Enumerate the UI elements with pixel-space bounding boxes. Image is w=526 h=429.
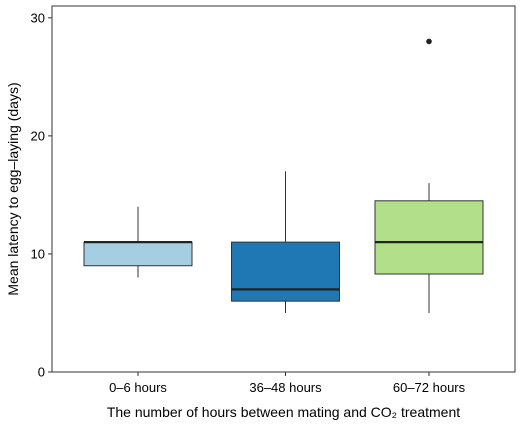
box-group — [374, 38, 484, 313]
x-tick-label: 60–72 hours — [393, 380, 466, 395]
y-axis: 0 10 20 30 — [31, 10, 52, 380]
x-tick-label: 36–48 hours — [249, 380, 322, 395]
box — [374, 200, 484, 275]
plot-panel — [51, 5, 516, 373]
y-tick-label: 20 — [31, 128, 45, 143]
x-axis: 0–6 hours 36–48 hours 60–72 hours — [109, 372, 466, 395]
box-group — [231, 171, 340, 313]
boxes-layer — [83, 38, 484, 313]
box — [231, 241, 340, 302]
y-tick-label: 0 — [38, 365, 45, 380]
x-tick-label: 0–6 hours — [109, 380, 167, 395]
x-axis-title: The number of hours between mating and C… — [107, 404, 460, 420]
y-axis-title: Mean latency to egg–laying (days) — [5, 82, 21, 295]
box-group — [83, 206, 193, 278]
outlier-point — [426, 38, 432, 45]
y-tick-label: 30 — [31, 10, 45, 25]
box — [83, 241, 193, 267]
y-tick-label: 10 — [31, 246, 45, 261]
